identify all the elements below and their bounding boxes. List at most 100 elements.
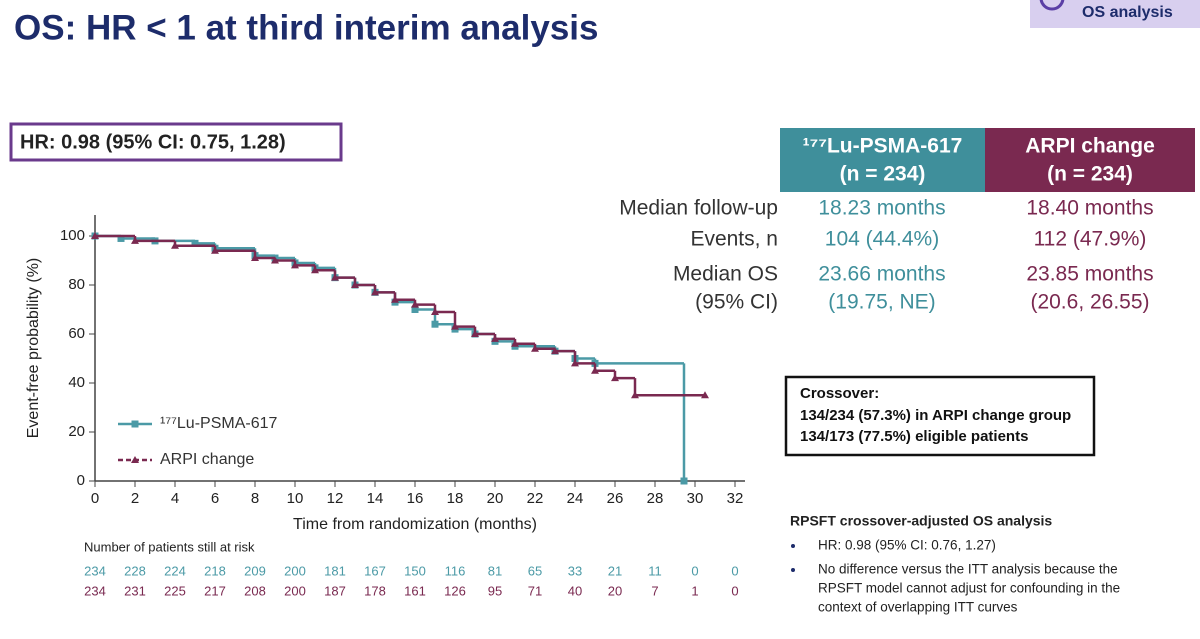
x-tick-label: 8	[251, 490, 259, 507]
risk-count: 225	[164, 583, 186, 598]
row-label: (95% CI)	[695, 291, 778, 314]
bullet-text: No difference versus the ITT analysis be…	[818, 562, 1118, 577]
x-tick-label: 16	[407, 490, 424, 507]
header-text: ¹⁷⁷Lu-PSMA-617	[803, 135, 963, 158]
marker	[131, 456, 139, 463]
marker	[411, 306, 419, 313]
y-tick-label: 20	[68, 423, 85, 440]
risk-count: 7	[651, 583, 658, 598]
risk-count: 0	[731, 563, 738, 578]
risk-count: 150	[404, 563, 426, 578]
bullet-text: RPSFT model cannot adjust for confoundin…	[818, 581, 1120, 596]
y-tick-label: 80	[68, 276, 85, 293]
risk-count: 200	[284, 563, 306, 578]
risk-count: 187	[324, 583, 346, 598]
x-tick-label: 20	[487, 490, 504, 507]
risk-count: 0	[691, 563, 698, 578]
marker	[431, 320, 439, 328]
x-tick-label: 4	[171, 490, 179, 507]
marker	[451, 322, 459, 330]
crossover-text: 134/173 (77.5%) eligible patients	[800, 428, 1028, 445]
marker	[391, 295, 399, 303]
x-tick-label: 0	[91, 490, 99, 507]
risk-count: 178	[364, 583, 386, 598]
risk-count: 200	[284, 583, 306, 598]
risk-count: 208	[244, 583, 266, 598]
marker	[680, 477, 688, 485]
cell-value: 23.66 months	[818, 263, 945, 286]
marker	[131, 236, 139, 244]
marker	[291, 261, 299, 269]
row-label: Events, n	[690, 228, 778, 251]
slide-title: OS: HR < 1 at third interim analysis	[14, 8, 598, 47]
x-tick-label: 14	[367, 490, 384, 507]
cell-value: 23.85 months	[1026, 263, 1153, 286]
risk-count: 234	[84, 563, 106, 578]
x-tick-label: 26	[607, 490, 624, 507]
risk-count: 217	[204, 583, 226, 598]
cell-value: (19.75, NE)	[828, 291, 935, 314]
marker	[551, 347, 559, 355]
risk-count: 65	[528, 563, 542, 578]
header-text: ARPI change	[1025, 135, 1155, 158]
risk-count: 116	[445, 563, 466, 578]
marker	[351, 281, 359, 288]
marker	[131, 420, 139, 428]
risk-count: 126	[444, 583, 466, 598]
legend-label: ARPI change	[160, 451, 254, 468]
header-cell	[985, 128, 1195, 192]
cell-value: (20.6, 26.55)	[1030, 291, 1149, 314]
risk-count: 181	[324, 563, 346, 578]
rpsft-title: RPSFT crossover-adjusted OS analysis	[790, 513, 1052, 529]
marker	[631, 391, 639, 399]
risk-count: 71	[528, 583, 542, 598]
header-text: (n = 234)	[840, 163, 926, 186]
risk-count: 20	[608, 583, 622, 598]
risk-count: 33	[568, 563, 582, 578]
marker	[701, 391, 709, 399]
row-label: Median OS	[673, 263, 778, 286]
y-axis-label: Event-free probability (%)	[25, 258, 42, 439]
marker	[91, 232, 99, 239]
x-tick-label: 32	[727, 490, 744, 507]
risk-title: Number of patients still at risk	[84, 539, 255, 554]
marker	[611, 374, 619, 382]
y-tick-label: 0	[77, 472, 85, 489]
bullet	[791, 544, 795, 548]
marker	[471, 330, 479, 337]
marker	[251, 254, 259, 262]
x-tick-label: 18	[447, 490, 464, 507]
risk-count: 95	[488, 583, 502, 598]
y-tick-label: 40	[68, 374, 85, 391]
tag-text: OS analysis	[1082, 4, 1173, 21]
cell-value: 18.23 months	[818, 197, 945, 220]
crossover-text: Crossover:	[800, 385, 879, 402]
marker	[371, 288, 379, 296]
x-tick-label: 28	[647, 490, 664, 507]
bullet	[791, 568, 795, 572]
risk-count: 167	[364, 563, 386, 578]
risk-count: 11	[648, 563, 662, 578]
risk-count: 81	[488, 563, 502, 578]
marker	[117, 234, 125, 242]
cell-value: 112 (47.9%)	[1034, 228, 1147, 251]
x-tick-label: 22	[527, 490, 544, 507]
marker	[271, 256, 279, 264]
marker	[191, 239, 199, 247]
marker	[531, 344, 539, 352]
x-tick-label: 10	[287, 490, 304, 507]
tag-box	[1030, 0, 1200, 28]
x-axis-label: Time from randomization (months)	[293, 516, 537, 533]
crossover-box	[784, 375, 1096, 457]
hr-text: HR: 0.98 (95% CI: 0.75, 1.28)	[20, 131, 286, 153]
marker	[331, 273, 339, 281]
marker	[431, 307, 439, 315]
marker	[171, 241, 179, 249]
risk-count: 228	[124, 563, 146, 578]
risk-count: 40	[568, 583, 582, 598]
risk-count: 1	[691, 583, 698, 598]
risk-count: 21	[608, 563, 622, 578]
marker	[411, 300, 419, 308]
x-tick-label: 12	[327, 490, 344, 507]
